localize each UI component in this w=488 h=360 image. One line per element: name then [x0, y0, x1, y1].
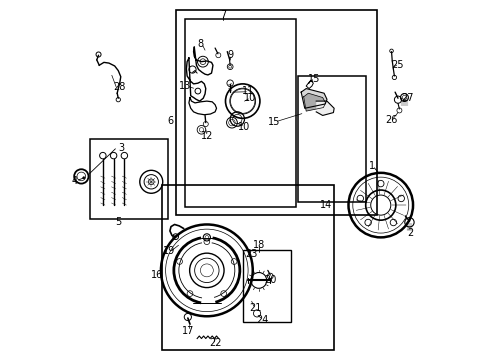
- Text: 16: 16: [150, 270, 163, 280]
- Text: 17: 17: [181, 325, 194, 336]
- Text: 15: 15: [307, 74, 320, 84]
- Text: 9: 9: [227, 50, 233, 60]
- Text: 26: 26: [385, 115, 397, 125]
- Bar: [184, 19, 296, 207]
- Text: 7: 7: [220, 10, 225, 20]
- Bar: [298, 76, 366, 202]
- Text: 23: 23: [245, 249, 257, 259]
- Text: 10: 10: [237, 122, 249, 132]
- Text: 15: 15: [267, 117, 280, 127]
- Text: 6: 6: [167, 116, 173, 126]
- Text: 20: 20: [264, 275, 276, 285]
- Text: 12: 12: [200, 131, 213, 141]
- Text: 21: 21: [248, 303, 261, 314]
- Text: 22: 22: [208, 338, 221, 348]
- Bar: [242, 250, 290, 321]
- Text: 10: 10: [244, 93, 256, 103]
- Text: 13: 13: [179, 81, 191, 91]
- Text: 2: 2: [406, 228, 412, 238]
- Text: 27: 27: [401, 93, 413, 103]
- Text: 3: 3: [119, 143, 124, 153]
- Text: 25: 25: [391, 59, 404, 69]
- Bar: [162, 185, 333, 350]
- Text: 1: 1: [368, 161, 374, 171]
- Text: 4: 4: [72, 176, 78, 186]
- Text: 5: 5: [115, 217, 121, 227]
- Polygon shape: [301, 89, 326, 108]
- Text: 28: 28: [113, 82, 125, 92]
- Bar: [176, 10, 376, 215]
- Text: 8: 8: [197, 40, 203, 49]
- Text: 19: 19: [163, 246, 175, 256]
- Text: 11: 11: [242, 86, 254, 96]
- Text: 18: 18: [252, 240, 264, 250]
- Polygon shape: [303, 93, 325, 111]
- Text: 24: 24: [256, 315, 268, 325]
- Polygon shape: [316, 101, 333, 116]
- Text: 14: 14: [320, 200, 332, 210]
- Bar: [89, 139, 168, 220]
- Circle shape: [82, 177, 85, 179]
